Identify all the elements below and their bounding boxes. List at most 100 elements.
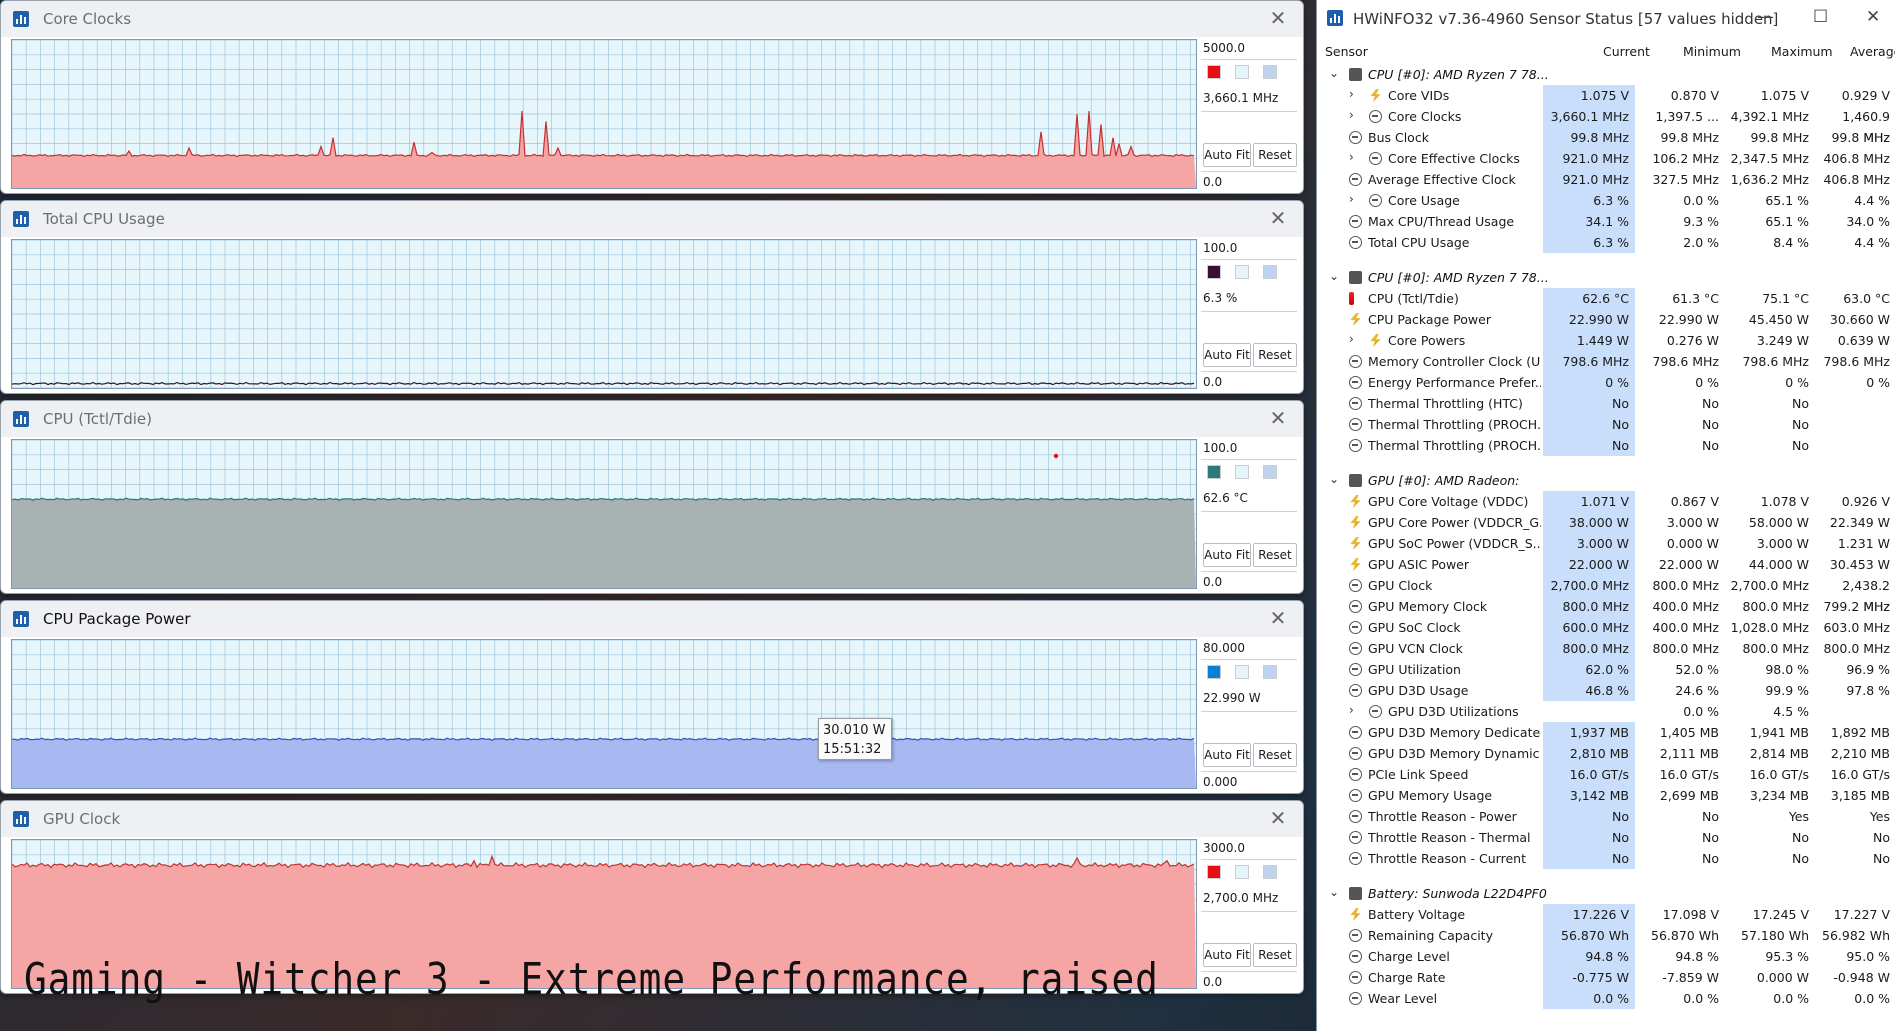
sensor-row[interactable]: Charge Level 94.8 % 94.8 % 95.3 % 95.0 %: [1317, 946, 1895, 967]
sensor-row[interactable]: Energy Performance Prefer... 0 % 0 % 0 %…: [1317, 372, 1895, 393]
line-color-swatch[interactable]: [1207, 665, 1221, 679]
sensor-group-header[interactable]: ⌄ CPU [#0]: AMD Ryzen 7 78...: [1317, 64, 1895, 85]
sensor-row[interactable]: Average Effective Clock 921.0 MHz 327.5 …: [1317, 169, 1895, 190]
close-icon[interactable]: ✕: [1269, 6, 1287, 30]
col-average[interactable]: Average: [1850, 44, 1895, 59]
sensor-row[interactable]: GPU D3D Usage 46.8 % 24.6 % 99.9 % 97.8 …: [1317, 680, 1895, 701]
chevron-down-icon[interactable]: ⌄: [1329, 472, 1340, 486]
graph-window-4[interactable]: GPU Clock ✕ 3000.0 2,700.0 MHz Auto Fit …: [0, 800, 1304, 994]
sensor-row[interactable]: Throttle Reason - Power No No Yes Yes: [1317, 806, 1895, 827]
line-color-swatch[interactable]: [1207, 465, 1221, 479]
background-color-swatch[interactable]: [1235, 465, 1249, 479]
sensor-row[interactable]: Memory Controller Clock (U... 798.6 MHz …: [1317, 351, 1895, 372]
sensor-row[interactable]: PCIe Link Speed 16.0 GT/s 16.0 GT/s 16.0…: [1317, 764, 1895, 785]
line-color-swatch[interactable]: [1207, 865, 1221, 879]
sensor-row[interactable]: Max CPU/Thread Usage 34.1 % 9.3 % 65.1 %…: [1317, 211, 1895, 232]
sensor-row[interactable]: Bus Clock 99.8 MHz 99.8 MHz 99.8 MHz 99.…: [1317, 127, 1895, 148]
chevron-down-icon[interactable]: ⌄: [1329, 269, 1340, 283]
auto-fit-button[interactable]: Auto Fit: [1203, 943, 1251, 967]
sensor-row[interactable]: GPU D3D Memory Dedicated 1,937 MB 1,405 …: [1317, 722, 1895, 743]
sensor-row[interactable]: Battery Voltage 17.226 V 17.098 V 17.245…: [1317, 904, 1895, 925]
sensor-row[interactable]: Throttle Reason - Thermal No No No No: [1317, 827, 1895, 848]
graph-window-1[interactable]: Total CPU Usage ✕ 100.0 6.3 % Auto Fit R…: [0, 200, 1304, 394]
col-current[interactable]: Current: [1603, 44, 1650, 59]
sensor-row[interactable]: GPU ASIC Power 22.000 W 22.000 W 44.000 …: [1317, 554, 1895, 575]
graph-plot[interactable]: [11, 839, 1197, 989]
close-icon[interactable]: ✕: [1269, 806, 1287, 830]
graph-window-2[interactable]: CPU (Tctl/Tdie) ✕ 100.0 62.6 °C Auto Fit…: [0, 400, 1304, 594]
graph-plot[interactable]: [11, 439, 1197, 589]
chevron-down-icon[interactable]: ⌄: [1329, 66, 1340, 80]
chevron-right-icon[interactable]: ›: [1349, 108, 1354, 122]
sensor-row[interactable]: GPU Memory Usage 3,142 MB 2,699 MB 3,234…: [1317, 785, 1895, 806]
auto-fit-button[interactable]: Auto Fit: [1203, 543, 1251, 567]
sensor-group-header[interactable]: ⌄ Battery: Sunwoda L22D4PF0: [1317, 883, 1895, 904]
graph-title-bar[interactable]: CPU (Tctl/Tdie) ✕: [1, 401, 1303, 437]
graph-plot[interactable]: [11, 39, 1197, 189]
line-color-swatch[interactable]: [1207, 265, 1221, 279]
graph-window-3[interactable]: CPU Package Power ✕ 80.000 22.990 W Auto…: [0, 600, 1304, 794]
sensor-row[interactable]: Wear Level 0.0 % 0.0 % 0.0 % 0.0 %: [1317, 988, 1895, 1009]
grid-color-swatch[interactable]: [1263, 465, 1277, 479]
grid-color-swatch[interactable]: [1263, 665, 1277, 679]
sensor-row[interactable]: › Core Powers 1.449 W 0.276 W 3.249 W 0.…: [1317, 330, 1895, 351]
background-color-swatch[interactable]: [1235, 265, 1249, 279]
close-icon[interactable]: ✕: [1866, 7, 1881, 27]
sensor-row[interactable]: CPU Package Power 22.990 W 22.990 W 45.4…: [1317, 309, 1895, 330]
sensor-row[interactable]: Thermal Throttling (HTC) No No No: [1317, 393, 1895, 414]
background-color-swatch[interactable]: [1235, 65, 1249, 79]
sensor-row[interactable]: GPU Core Voltage (VDDC) 1.071 V 0.867 V …: [1317, 491, 1895, 512]
close-icon[interactable]: ✕: [1269, 606, 1287, 630]
grid-color-swatch[interactable]: [1263, 265, 1277, 279]
sensor-row[interactable]: GPU Clock 2,700.0 MHz 800.0 MHz 2,700.0 …: [1317, 575, 1895, 614]
line-color-swatch[interactable]: [1207, 65, 1221, 79]
sensor-row[interactable]: Thermal Throttling (PROCH... No No No: [1317, 435, 1895, 456]
grid-color-swatch[interactable]: [1263, 865, 1277, 879]
sensor-row[interactable]: GPU Core Power (VDDCR_G... 38.000 W 3.00…: [1317, 512, 1895, 533]
sensor-row[interactable]: GPU D3D Memory Dynamic 2,810 MB 2,111 MB…: [1317, 743, 1895, 764]
sensor-row[interactable]: Total CPU Usage 6.3 % 2.0 % 8.4 % 4.4 %: [1317, 232, 1895, 253]
sensor-row[interactable]: › Core Effective Clocks 921.0 MHz 106.2 …: [1317, 148, 1895, 169]
sensor-group-header[interactable]: ⌄ GPU [#0]: AMD Radeon:: [1317, 470, 1895, 491]
chevron-right-icon[interactable]: ›: [1349, 150, 1354, 164]
graph-plot[interactable]: [11, 639, 1197, 789]
sensor-row[interactable]: › GPU D3D Utilizations 0.0 % 4.5 %: [1317, 701, 1895, 722]
col-minimum[interactable]: Minimum: [1683, 44, 1741, 59]
graph-title-bar[interactable]: CPU Package Power ✕: [1, 601, 1303, 637]
sensor-row[interactable]: GPU Memory Clock 800.0 MHz 400.0 MHz 800…: [1317, 596, 1895, 617]
sensor-row[interactable]: GPU VCN Clock 800.0 MHz 800.0 MHz 800.0 …: [1317, 638, 1895, 659]
graph-title-bar[interactable]: Core Clocks ✕: [1, 1, 1303, 37]
graph-plot[interactable]: [11, 239, 1197, 389]
reset-button[interactable]: Reset: [1253, 943, 1297, 967]
reset-button[interactable]: Reset: [1253, 343, 1297, 367]
sensor-row[interactable]: GPU SoC Clock 600.0 MHz 400.0 MHz 1,028.…: [1317, 617, 1895, 638]
sensor-row[interactable]: CPU (Tctl/Tdie) 62.6 °C 61.3 °C 75.1 °C …: [1317, 288, 1895, 309]
graph-title-bar[interactable]: Total CPU Usage ✕: [1, 201, 1303, 237]
sensor-row[interactable]: Throttle Reason - Current No No No No: [1317, 848, 1895, 869]
reset-button[interactable]: Reset: [1253, 543, 1297, 567]
close-icon[interactable]: ✕: [1269, 406, 1287, 430]
graph-window-0[interactable]: Core Clocks ✕ 5000.0 3,660.1 MHz Auto Fi…: [0, 0, 1304, 194]
graph-title-bar[interactable]: GPU Clock ✕: [1, 801, 1303, 837]
sensor-title-bar[interactable]: HWiNFO32 v7.36-4960 Sensor Status [57 va…: [1317, 0, 1895, 38]
chevron-right-icon[interactable]: ›: [1349, 703, 1354, 717]
sensor-row[interactable]: Thermal Throttling (PROCH... No No No: [1317, 414, 1895, 435]
sensor-row[interactable]: GPU SoC Power (VDDCR_S... 3.000 W 0.000 …: [1317, 533, 1895, 554]
auto-fit-button[interactable]: Auto Fit: [1203, 143, 1251, 167]
sensor-group-header[interactable]: ⌄ CPU [#0]: AMD Ryzen 7 78...: [1317, 267, 1895, 288]
auto-fit-button[interactable]: Auto Fit: [1203, 343, 1251, 367]
reset-button[interactable]: Reset: [1253, 743, 1297, 767]
sensor-row[interactable]: Charge Rate -0.775 W -7.859 W 0.000 W -0…: [1317, 967, 1895, 988]
chevron-right-icon[interactable]: ›: [1349, 87, 1354, 101]
sensor-row[interactable]: Remaining Capacity 56.870 Wh 56.870 Wh 5…: [1317, 925, 1895, 946]
minimize-icon[interactable]: —: [1757, 7, 1774, 27]
maximize-icon[interactable]: ☐: [1813, 7, 1829, 27]
background-color-swatch[interactable]: [1235, 865, 1249, 879]
col-sensor[interactable]: Sensor: [1325, 44, 1368, 59]
grid-color-swatch[interactable]: [1263, 65, 1277, 79]
background-color-swatch[interactable]: [1235, 665, 1249, 679]
sensor-row[interactable]: › Core VIDs 1.075 V 0.870 V 1.075 V 0.92…: [1317, 85, 1895, 106]
sensor-row[interactable]: GPU Utilization 62.0 % 52.0 % 98.0 % 96.…: [1317, 659, 1895, 680]
auto-fit-button[interactable]: Auto Fit: [1203, 743, 1251, 767]
col-maximum[interactable]: Maximum: [1771, 44, 1833, 59]
